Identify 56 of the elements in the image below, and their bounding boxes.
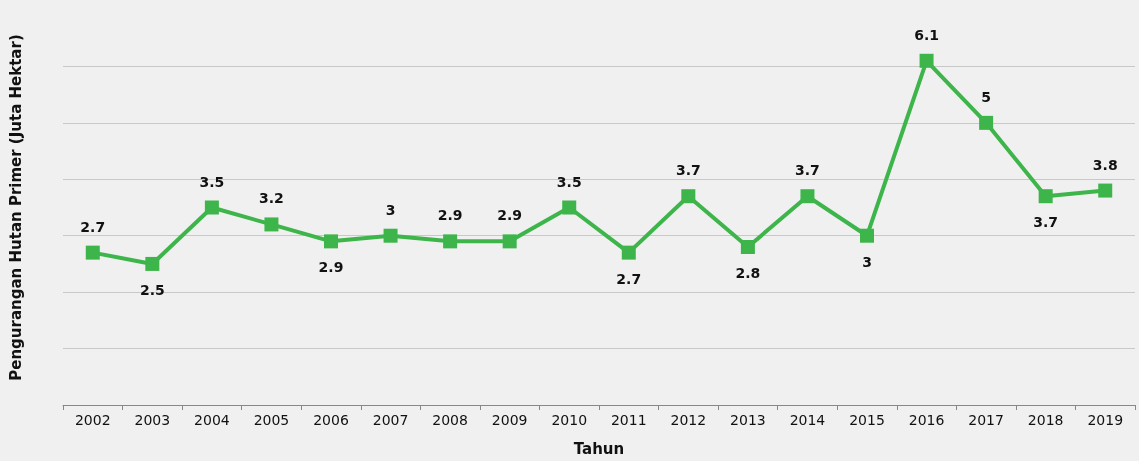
y-axis-title: Pengurangan Hutan Primer (Juta Hektar): [6, 34, 25, 381]
point: [502, 234, 517, 249]
data-label: 2.9: [318, 259, 344, 276]
data-label: 3: [862, 253, 872, 270]
x-tick-label: 2004: [194, 412, 230, 428]
x-tick-label: 2003: [134, 412, 171, 428]
x-tick-label: 2009: [491, 412, 528, 428]
x-axis-title: Tahun: [573, 439, 625, 458]
x-tick-label: 2016: [908, 412, 945, 428]
point: [1038, 189, 1053, 204]
data-label: 2.7: [616, 270, 642, 287]
point: [383, 228, 398, 243]
point: [681, 189, 696, 204]
data-label: 3.7: [795, 162, 820, 179]
point: [860, 228, 874, 243]
point: [919, 53, 934, 68]
point: [145, 256, 160, 271]
data-label: 2.7: [80, 218, 106, 235]
data-label: 2.9: [437, 207, 463, 224]
data-label: 3.5: [556, 173, 582, 190]
x-tick-label: 2014: [789, 412, 826, 428]
data-label: 3.7: [675, 162, 701, 179]
point: [264, 217, 279, 232]
data-label: 2.8: [735, 265, 761, 281]
data-label: 6.1: [914, 26, 939, 43]
point: [979, 115, 994, 130]
point: [324, 234, 338, 249]
data-label: 3.8: [1092, 156, 1118, 173]
x-tick-label: 2011: [610, 412, 647, 428]
data-label: 3.2: [259, 190, 284, 207]
point: [1098, 183, 1113, 198]
data-label: 2.5: [139, 281, 165, 298]
x-tick-label: 2015: [849, 412, 885, 428]
data-label: 3.7: [1033, 214, 1059, 231]
point: [85, 245, 100, 260]
point: [443, 234, 458, 249]
x-tick-label: 2018: [1027, 412, 1064, 428]
data-label: 3: [385, 201, 396, 218]
x-tick-label: 2006: [313, 412, 349, 428]
x-tick-label: 2010: [551, 412, 588, 428]
x-tick-label: 2013: [730, 412, 766, 428]
x-tick-label: 2019: [1087, 412, 1124, 428]
data-label: 5: [981, 88, 991, 105]
x-tick-label: 2008: [432, 412, 468, 428]
x-tick-label: 2007: [372, 412, 409, 428]
point: [740, 240, 755, 254]
point: [204, 200, 219, 215]
data-label: 3.5: [199, 173, 225, 190]
point: [800, 189, 815, 204]
point: [562, 200, 577, 215]
x-tick-label: 2017: [968, 412, 1004, 428]
x-tick-label: 2005: [253, 412, 290, 428]
x-tick-label: 2002: [74, 412, 111, 428]
point: [621, 245, 636, 260]
data-label: 2.9: [497, 207, 523, 224]
x-tick-label: 2012: [670, 412, 707, 428]
